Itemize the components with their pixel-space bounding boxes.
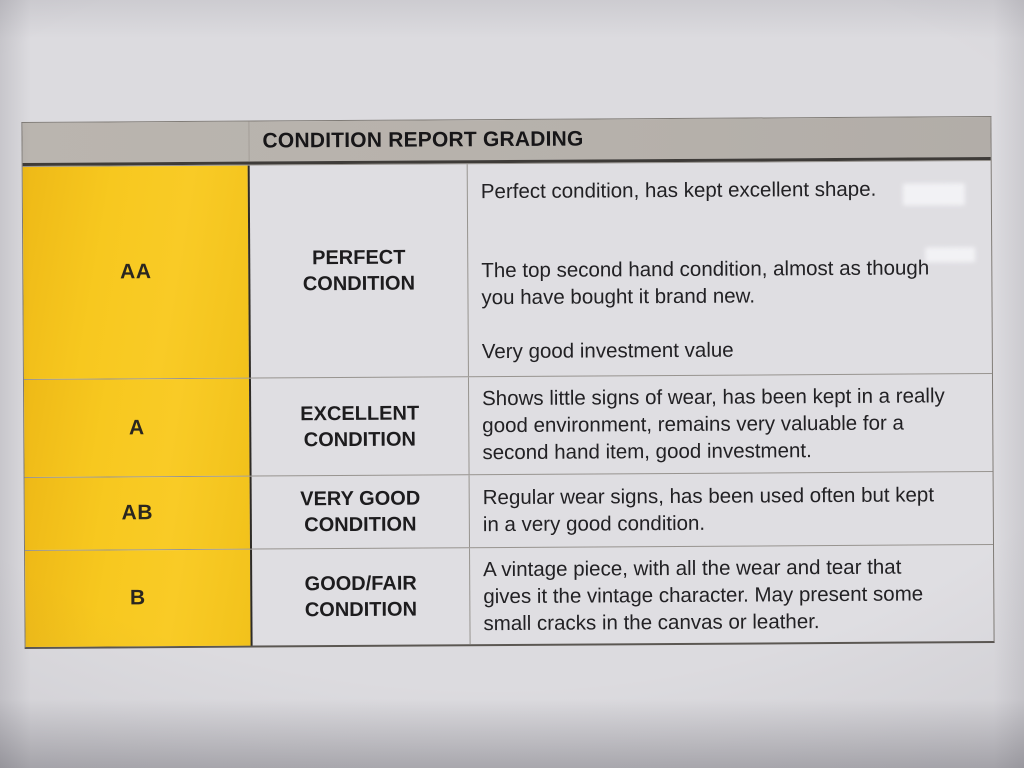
header-spacer-cell <box>22 121 250 163</box>
table-header-row: CONDITION REPORT GRADING <box>22 117 991 166</box>
description-paragraph: The top second hand condition, almost as… <box>481 256 930 310</box>
condition-label: PERFECT CONDITION <box>302 246 416 296</box>
description-cell: A vintage piece, with all the wear and t… <box>470 545 996 644</box>
grade-cell: A <box>23 378 252 477</box>
condition-label-cell: GOOD/FAIR CONDITION <box>252 548 471 646</box>
condition-grading-table: CONDITION REPORT GRADING AA PERFECT COND… <box>21 116 995 649</box>
condition-label-cell: PERFECT CONDITION <box>249 164 469 378</box>
whiteout-patch <box>925 247 976 263</box>
table-row: B GOOD/FAIR CONDITION A vintage piece, w… <box>25 544 994 647</box>
table-row: AA PERFECT CONDITION Perfect condition, … <box>22 160 994 379</box>
condition-label-cell: VERY GOOD CONDITION <box>251 475 471 549</box>
table-row: A EXCELLENT CONDITION Shows little signs… <box>23 373 995 477</box>
description-paragraph: Shows little signs of wear, has been kep… <box>482 384 945 465</box>
table-title: CONDITION REPORT GRADING <box>262 127 584 153</box>
table-row: AB VERY GOOD CONDITION Regular wear sign… <box>24 471 995 550</box>
condition-label: EXCELLENT CONDITION <box>300 402 420 451</box>
description-paragraph: A vintage piece, with all the wear and t… <box>483 555 924 635</box>
description-paragraph: Perfect condition, has kept excellent sh… <box>480 177 877 204</box>
whiteout-patch <box>902 183 965 206</box>
condition-label: GOOD/FAIR CONDITION <box>304 572 418 622</box>
condition-label: VERY GOOD CONDITION <box>300 487 421 537</box>
description-cell: Regular wear signs, has been used often … <box>470 472 995 547</box>
description-paragraph: Very good investment value <box>481 338 734 364</box>
grade-cell: B <box>25 549 253 647</box>
description-cell: Perfect condition, has kept excellent sh… <box>468 161 994 376</box>
description-paragraph: Regular wear signs, has been used often … <box>482 483 935 537</box>
grade-cell: AA <box>22 165 251 379</box>
description-cell: Shows little signs of wear, has been kep… <box>469 374 995 474</box>
condition-label-cell: EXCELLENT CONDITION <box>250 377 470 476</box>
grade-cell: AB <box>24 476 253 550</box>
